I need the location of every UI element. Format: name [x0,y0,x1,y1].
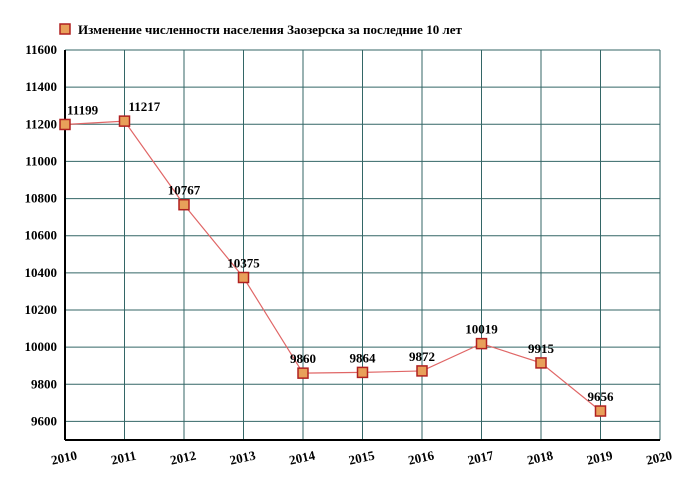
y-tick-label: 10800 [25,191,58,206]
legend-text: Изменение численности населения Заозерск… [78,22,463,37]
chart-svg: 9600 9800 10000 10200 10400 10600 10800 11000 11… [0,0,680,500]
data-marker [298,368,308,378]
y-tick-label: 11000 [25,153,57,168]
data-label: 9860 [290,351,316,366]
y-tick-label: 10000 [25,339,58,354]
population-chart: 9600 9800 10000 10200 10400 10600 10800 11000 11… [0,0,680,500]
data-label: 9656 [588,389,615,404]
y-tick-label: 11200 [25,116,57,131]
data-marker [477,339,487,349]
data-marker [239,273,249,283]
data-marker [179,200,189,210]
y-tick-label: 11600 [25,42,57,57]
data-marker [120,116,130,126]
data-label: 10767 [168,183,201,198]
data-marker [417,366,427,376]
y-tick-label: 9800 [31,376,57,391]
y-tick-label: 10600 [25,228,58,243]
data-label: 11217 [129,99,161,114]
data-label: 10375 [227,256,260,271]
y-tick-label: 9600 [31,413,57,428]
data-label: 9915 [528,341,555,356]
data-label: 10019 [465,322,498,337]
data-label: 11199 [67,102,99,117]
data-label: 9872 [409,349,435,364]
legend-marker-icon [60,24,70,34]
data-label: 9864 [350,350,377,365]
legend: Изменение численности населения Заозерск… [60,22,463,37]
data-marker [358,367,368,377]
data-marker [536,358,546,368]
y-tick-label: 11400 [25,79,57,94]
data-marker [60,119,70,129]
data-marker [596,406,606,416]
y-tick-label: 10400 [25,265,58,280]
y-tick-label: 10200 [25,302,58,317]
